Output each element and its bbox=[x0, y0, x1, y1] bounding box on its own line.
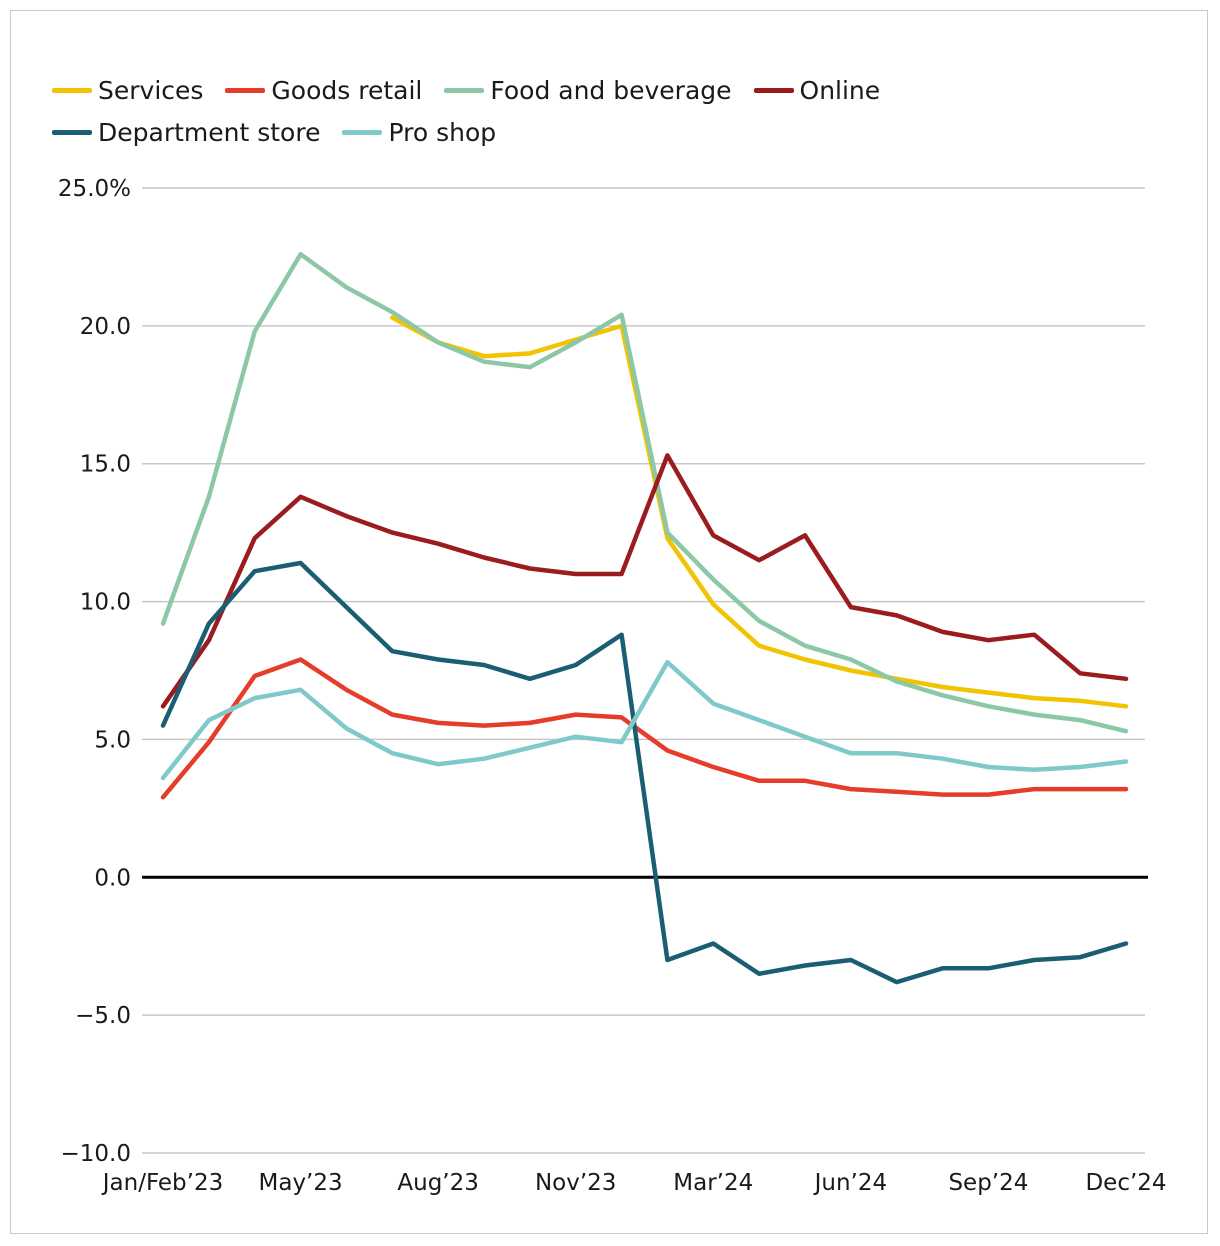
gridlines bbox=[142, 187, 1148, 1154]
series-line-department-store bbox=[160, 560, 1129, 985]
y-axis-tick-labels: −10.0 −5.0 0.0 5.0 10.0 15.0 20.0 25.0% bbox=[58, 176, 131, 1167]
x-tick-label: Jun’24 bbox=[813, 1170, 888, 1196]
series-line-services bbox=[390, 315, 1129, 709]
series-line-food-and-beverage bbox=[160, 251, 1129, 734]
x-tick-label: Aug’23 bbox=[397, 1170, 479, 1196]
x-tick-label: Mar’24 bbox=[673, 1170, 753, 1196]
x-tick-label: Dec’24 bbox=[1085, 1170, 1166, 1196]
series-lines bbox=[160, 251, 1129, 985]
y-tick-label: 5.0 bbox=[94, 727, 131, 753]
x-tick-label: Sep’24 bbox=[948, 1170, 1028, 1196]
y-tick-label: 15.0 bbox=[80, 452, 131, 478]
legend-item-online: Online bbox=[753, 72, 881, 108]
legend-swatch bbox=[753, 87, 794, 93]
legend-item-department-store: Department store bbox=[52, 114, 320, 150]
x-tick-label: Jan/Feb’23 bbox=[101, 1170, 224, 1196]
legend-item-goods-retail: Goods retail bbox=[225, 72, 422, 108]
y-tick-label: −10.0 bbox=[61, 1141, 131, 1167]
x-tick-label: Nov’23 bbox=[535, 1170, 616, 1196]
legend-item-pro-shop: Pro shop bbox=[342, 114, 496, 150]
legend-item-services: Services bbox=[52, 72, 203, 108]
legend-label: Services bbox=[98, 75, 204, 105]
legend-label: Goods retail bbox=[271, 75, 423, 105]
x-axis-tick-labels: Jan/Feb’23 May’23 Aug’23 Nov’23 Mar’24 Jun’24… bbox=[101, 1170, 1167, 1196]
y-tick-label: 10.0 bbox=[80, 590, 131, 616]
legend-swatch bbox=[52, 87, 92, 93]
series-line-goods-retail bbox=[160, 657, 1129, 800]
legend: Services Goods retail Food and beverage Onl… bbox=[52, 72, 1162, 150]
series-line-online bbox=[160, 453, 1129, 709]
y-tick-label: −5.0 bbox=[75, 1003, 131, 1029]
legend-swatch bbox=[225, 87, 266, 93]
y-tick-label: 0.0 bbox=[94, 865, 131, 891]
y-tick-label: 25.0% bbox=[58, 176, 131, 202]
legend-item-food-and-beverage: Food and beverage bbox=[444, 72, 732, 108]
legend-swatch bbox=[52, 129, 92, 135]
legend-label: Online bbox=[799, 75, 881, 105]
legend-label: Food and beverage bbox=[490, 75, 732, 105]
y-tick-label: 20.0 bbox=[80, 314, 131, 340]
legend-swatch bbox=[444, 87, 485, 93]
legend-label: Pro shop bbox=[388, 117, 497, 147]
legend-swatch bbox=[342, 129, 383, 135]
legend-label: Department store bbox=[98, 117, 321, 147]
x-tick-label: May’23 bbox=[259, 1170, 343, 1196]
series-line-pro-shop bbox=[160, 659, 1129, 781]
